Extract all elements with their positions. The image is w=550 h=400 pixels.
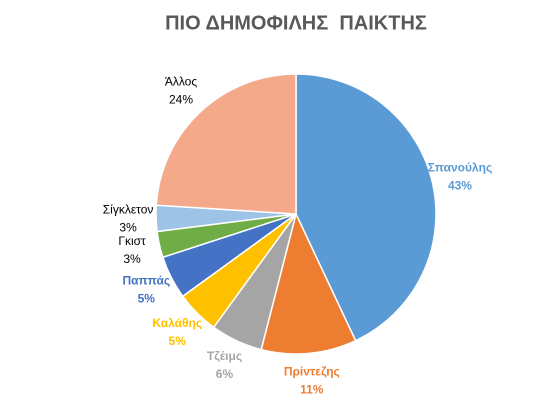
slice-name: Άλλος — [165, 75, 198, 89]
slice-value-label: 6% — [216, 367, 234, 381]
slice-name: Σίγκλετον — [103, 202, 154, 216]
slice-value-label: 3% — [119, 220, 137, 234]
slice-value-label: 3% — [123, 252, 141, 266]
pie-slice — [260, 211, 357, 355]
slice-name: Παππάς — [122, 273, 170, 287]
slice-value-label: 43% — [448, 179, 472, 193]
slice-value-label: 24% — [169, 93, 193, 107]
slice-value-label: 5% — [169, 334, 187, 348]
slice-name: Πρίντεζης — [284, 364, 340, 378]
slice-name: Καλάθης — [152, 316, 202, 330]
chart-title: ΠΙΟ ΔΗΜΟΦΙΛΗΣ ΠΑΙΚΤΗΣ — [165, 12, 427, 34]
slice-name: Γκιστ — [118, 234, 146, 248]
slice-name: Σπανούλης — [428, 161, 492, 175]
pie-slice — [155, 73, 297, 215]
slice-value-label: 11% — [300, 382, 324, 396]
slice-name: Τζέιμς — [207, 349, 242, 363]
slice-value-label: 5% — [138, 291, 156, 305]
pie-slice — [295, 73, 437, 342]
